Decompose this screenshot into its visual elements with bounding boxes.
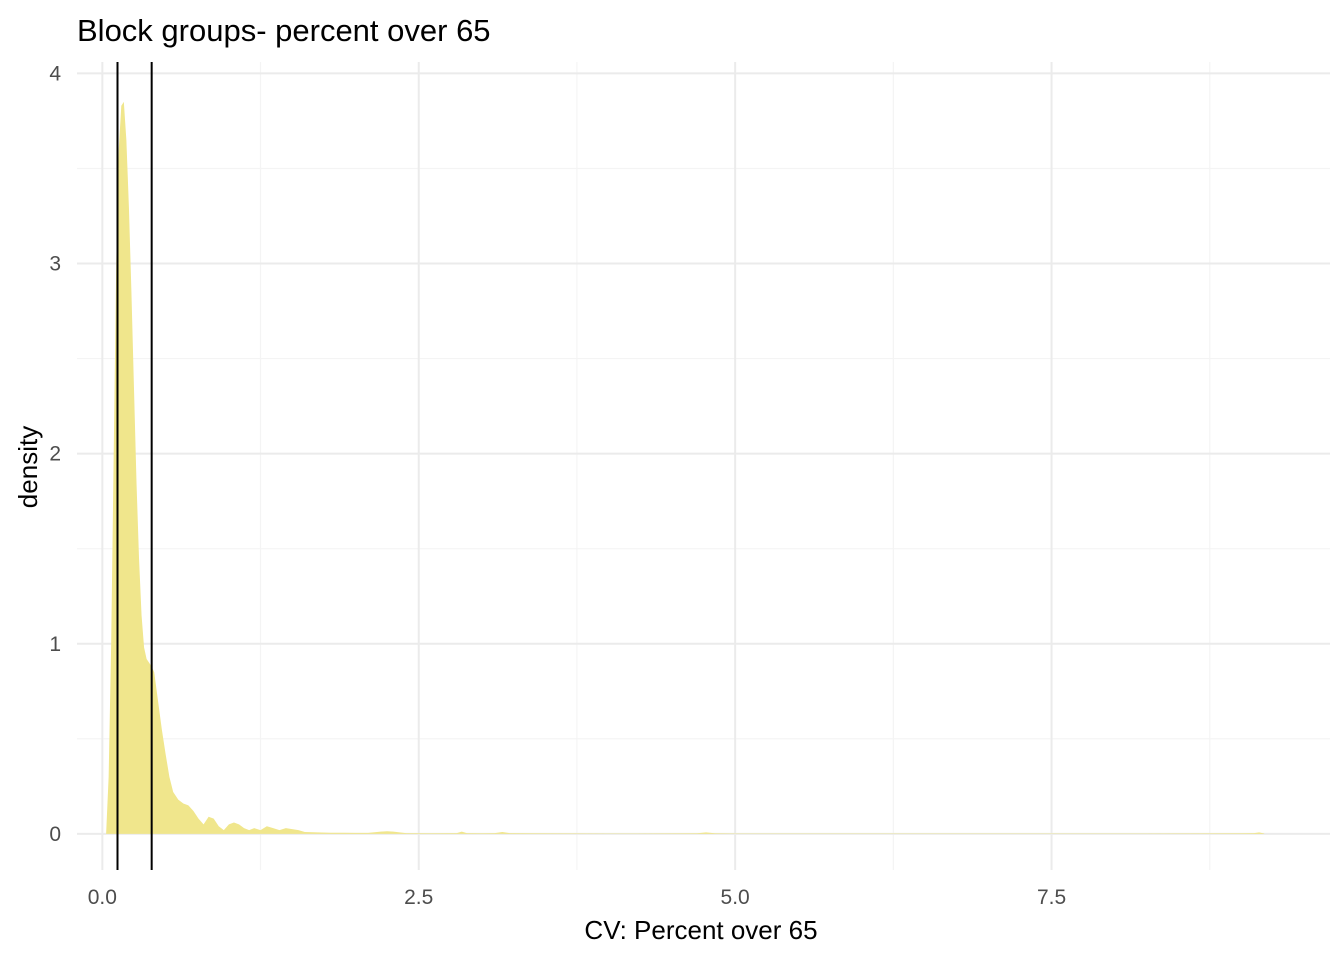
x-tick-label: 7.5 — [1037, 886, 1066, 909]
reference-lines — [116, 62, 153, 870]
grid-lines — [77, 62, 1330, 870]
density-area — [106, 101, 1265, 834]
y-axis-title: density — [13, 426, 43, 508]
x-axis-title: CV: Percent over 65 — [584, 915, 817, 945]
y-tick-label: 3 — [49, 253, 61, 276]
y-tick-label: 0 — [49, 823, 61, 846]
y-tick-label: 4 — [49, 62, 61, 85]
x-tick-label: 2.5 — [404, 886, 433, 909]
x-tick-label: 0.0 — [88, 886, 117, 909]
y-tick-label: 2 — [49, 443, 61, 466]
y-axis-tick-labels: 0 1 2 3 4 — [49, 62, 61, 845]
density-area-path — [106, 101, 1265, 834]
y-tick-label: 1 — [49, 633, 61, 656]
chart-title: Block groups- percent over 65 — [77, 13, 491, 48]
x-tick-label: 5.0 — [721, 886, 750, 909]
x-axis-tick-labels: 0.0 2.5 5.0 7.5 — [88, 886, 1066, 909]
